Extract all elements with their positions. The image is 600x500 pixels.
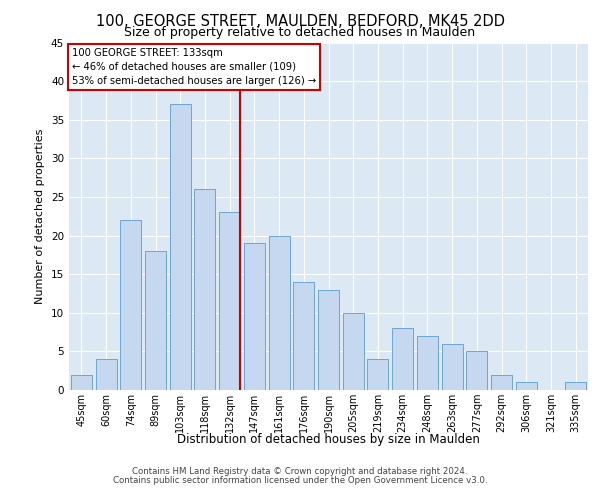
Bar bbox=[269, 236, 290, 390]
Text: 100 GEORGE STREET: 133sqm
← 46% of detached houses are smaller (109)
53% of semi: 100 GEORGE STREET: 133sqm ← 46% of detac… bbox=[71, 48, 316, 86]
Bar bbox=[491, 374, 512, 390]
Bar bbox=[442, 344, 463, 390]
Bar bbox=[219, 212, 240, 390]
Bar bbox=[417, 336, 438, 390]
Bar bbox=[293, 282, 314, 390]
Bar bbox=[71, 374, 92, 390]
Bar bbox=[318, 290, 339, 390]
Text: Contains public sector information licensed under the Open Government Licence v3: Contains public sector information licen… bbox=[113, 476, 487, 485]
Bar bbox=[194, 189, 215, 390]
Bar bbox=[95, 359, 116, 390]
Y-axis label: Number of detached properties: Number of detached properties bbox=[35, 128, 46, 304]
Bar bbox=[392, 328, 413, 390]
Text: Size of property relative to detached houses in Maulden: Size of property relative to detached ho… bbox=[124, 26, 476, 39]
Bar bbox=[343, 313, 364, 390]
Bar bbox=[565, 382, 586, 390]
Text: 100, GEORGE STREET, MAULDEN, BEDFORD, MK45 2DD: 100, GEORGE STREET, MAULDEN, BEDFORD, MK… bbox=[95, 14, 505, 29]
Bar bbox=[516, 382, 537, 390]
Text: Distribution of detached houses by size in Maulden: Distribution of detached houses by size … bbox=[178, 432, 480, 446]
Bar bbox=[170, 104, 191, 390]
Text: Contains HM Land Registry data © Crown copyright and database right 2024.: Contains HM Land Registry data © Crown c… bbox=[132, 467, 468, 476]
Bar bbox=[120, 220, 141, 390]
Bar bbox=[244, 244, 265, 390]
Bar bbox=[466, 352, 487, 390]
Bar bbox=[145, 251, 166, 390]
Bar bbox=[367, 359, 388, 390]
